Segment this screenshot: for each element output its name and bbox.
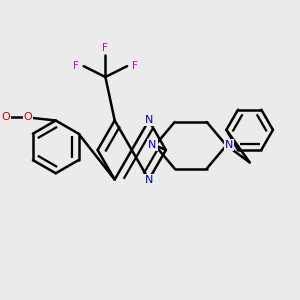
Text: O: O bbox=[2, 112, 11, 122]
Text: F: F bbox=[73, 61, 79, 71]
Text: O: O bbox=[23, 112, 32, 122]
Text: F: F bbox=[102, 44, 108, 53]
Text: N: N bbox=[145, 175, 153, 184]
Text: N: N bbox=[145, 116, 153, 125]
Text: O: O bbox=[23, 112, 32, 122]
Text: N: N bbox=[148, 140, 157, 150]
Text: N: N bbox=[225, 140, 233, 150]
Text: F: F bbox=[132, 61, 138, 71]
